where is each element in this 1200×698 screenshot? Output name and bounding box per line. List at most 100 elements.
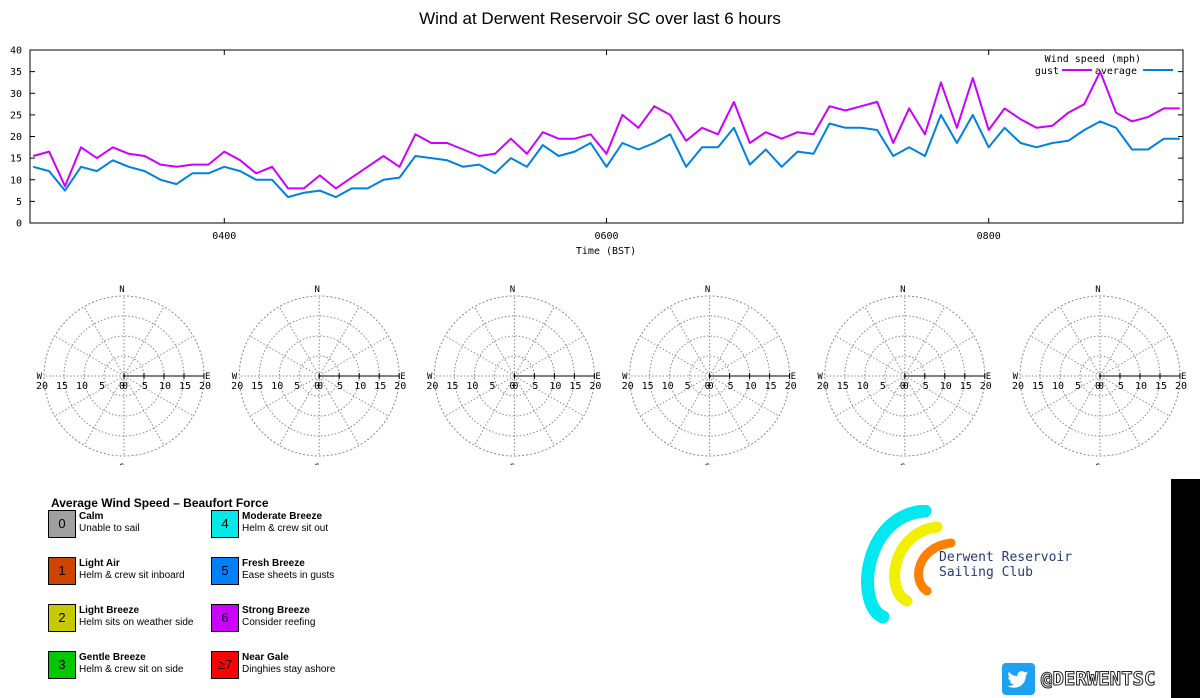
polar-spoke [278,306,320,377]
polar-direction-S: S [119,463,124,465]
polar-spoke [709,306,751,377]
beaufort-name: Light Air [79,558,120,569]
polar-spoke [904,306,946,377]
beaufort-description: Unable to sail [79,523,140,534]
polar-tick-label-east: 0 [708,381,714,392]
polar-spoke [904,375,975,417]
beaufort-name: Calm [79,511,104,522]
chart-legend: gust average [1035,66,1173,77]
polar-tick-label-west: 20 [426,381,438,392]
polar-tick-label-east: 15 [374,381,386,392]
polar-tick-label-west: 20 [622,381,634,392]
polar-tick-label-east: 15 [1155,381,1167,392]
polar-tick-label-west: 10 [271,381,283,392]
polar-tick-label-east: 10 [745,381,757,392]
polar-tick-label-east: 5 [532,381,538,392]
polar-spoke [318,375,360,446]
wind-speed-line-chart: 0 5 10 15 20 25 30 35 40 0400 0600 0800 Time (BST)… [10,46,1184,257]
beaufort-name: Light Breeze [79,605,140,616]
polar-direction-E: E [791,372,796,382]
polar-tick-label-west: 0 [314,381,320,392]
twitter-badge[interactable]: @DERWENTSC [1001,662,1161,696]
beaufort-legend-title: Average Wind Speed – Beaufort Force [51,496,269,510]
polar-direction-N: N [900,285,905,295]
logo-text-line2: Sailing Club [939,565,1033,580]
y-tick-label: 5 [16,197,22,208]
polar-tick-label-east: 5 [923,381,929,392]
chart-title: Wind at Derwent Reservoir SC over last 6… [419,9,781,28]
polar-tick-label-west: 0 [509,381,515,392]
polar-spoke [444,375,515,417]
club-logo: Derwent Reservoir Sailing Club [861,505,1072,624]
series-line-gust [32,70,1180,190]
beaufort-swatch: 3 [48,651,76,679]
polar-direction-E: E [205,372,210,382]
polar-spoke [1030,335,1101,377]
polar-spoke [444,335,515,377]
polar-tick-label-east: 5 [1118,381,1124,392]
polar-spoke [864,375,906,446]
polar-direction-N: N [510,285,515,295]
polar-spoke [1059,306,1101,377]
logo-text-line1: Derwent Reservoir [939,550,1072,565]
polar-tick-label-west: 20 [231,381,243,392]
polar-spoke [123,375,194,417]
beaufort-swatch: 0 [48,510,76,538]
polar-direction-S: S [314,463,319,465]
polar-spoke [835,335,906,377]
polar-spoke [318,375,389,417]
polar-plot-2: 0510152020151050NESW [231,285,406,465]
polar-tick-label-west: 15 [446,381,458,392]
polar-tick-label-east: 10 [549,381,561,392]
y-tick-label: 40 [10,46,22,57]
polar-tick-label-west: 0 [1095,381,1101,392]
polar-spoke [904,375,946,446]
polar-spoke [669,375,711,446]
polar-spoke [249,375,320,417]
polar-spoke [904,335,975,377]
polar-tick-label-east: 10 [1135,381,1147,392]
polar-tick-label-east: 15 [960,381,972,392]
beaufort-swatch: 6 [211,604,239,632]
beaufort-legend: Average Wind Speed – Beaufort Force 0 Cal… [48,496,378,696]
x-tick-label: 0600 [594,231,618,242]
polar-tick-label-west: 10 [662,381,674,392]
beaufort-item-≥7: ≥7 Near Gale Dinghies stay ashore [211,651,371,683]
polar-tick-label-west: 0 [705,381,711,392]
beaufort-swatch: 1 [48,557,76,585]
polar-tick-label-west: 20 [817,381,829,392]
beaufort-item-6: 6 Strong Breeze Consider reefing [211,604,371,636]
polar-tick-label-west: 15 [251,381,263,392]
beaufort-description: Dinghies stay ashore [242,664,336,675]
polar-direction-S: S [1095,463,1100,465]
logo-arc-cyan [861,505,932,624]
polar-tick-label-east: 20 [394,381,406,392]
polar-tick-label-east: 20 [589,381,601,392]
polar-direction-N: N [119,285,124,295]
polar-tick-label-west: 15 [56,381,68,392]
x-tick-label: 0400 [212,231,236,242]
beaufort-description: Consider reefing [242,617,316,628]
polar-tick-label-west: 15 [837,381,849,392]
beaufort-item-5: 5 Fresh Breeze Ease sheets in gusts [211,557,371,589]
beaufort-description: Helm sits on weather side [79,617,194,628]
beaufort-name: Near Gale [242,652,289,663]
polar-tick-label-east: 0 [903,381,909,392]
y-tick-label: 20 [10,132,22,143]
polar-plot-6: 0510152020151050NESW [1012,285,1187,465]
polar-spoke [513,375,555,446]
beaufort-swatch: 5 [211,557,239,585]
legend-label-gust: gust [1035,66,1059,77]
polar-spoke [709,375,751,446]
legend-title: Wind speed (mph) [1045,54,1141,65]
twitter-handle[interactable]: @DERWENTSC [1040,668,1156,691]
beaufort-name: Strong Breeze [242,605,310,616]
polar-plot-5: 0510152020151050NESW [817,285,992,465]
polar-spoke [640,375,710,417]
polar-tick-label-west: 5 [294,381,300,392]
y-tick-label: 10 [10,175,22,186]
polar-tick-label-east: 5 [728,381,734,392]
x-tick-label: 0800 [977,231,1001,242]
polar-spoke [54,335,125,377]
polar-plot-3: 0510152020151050NESW [426,285,601,465]
